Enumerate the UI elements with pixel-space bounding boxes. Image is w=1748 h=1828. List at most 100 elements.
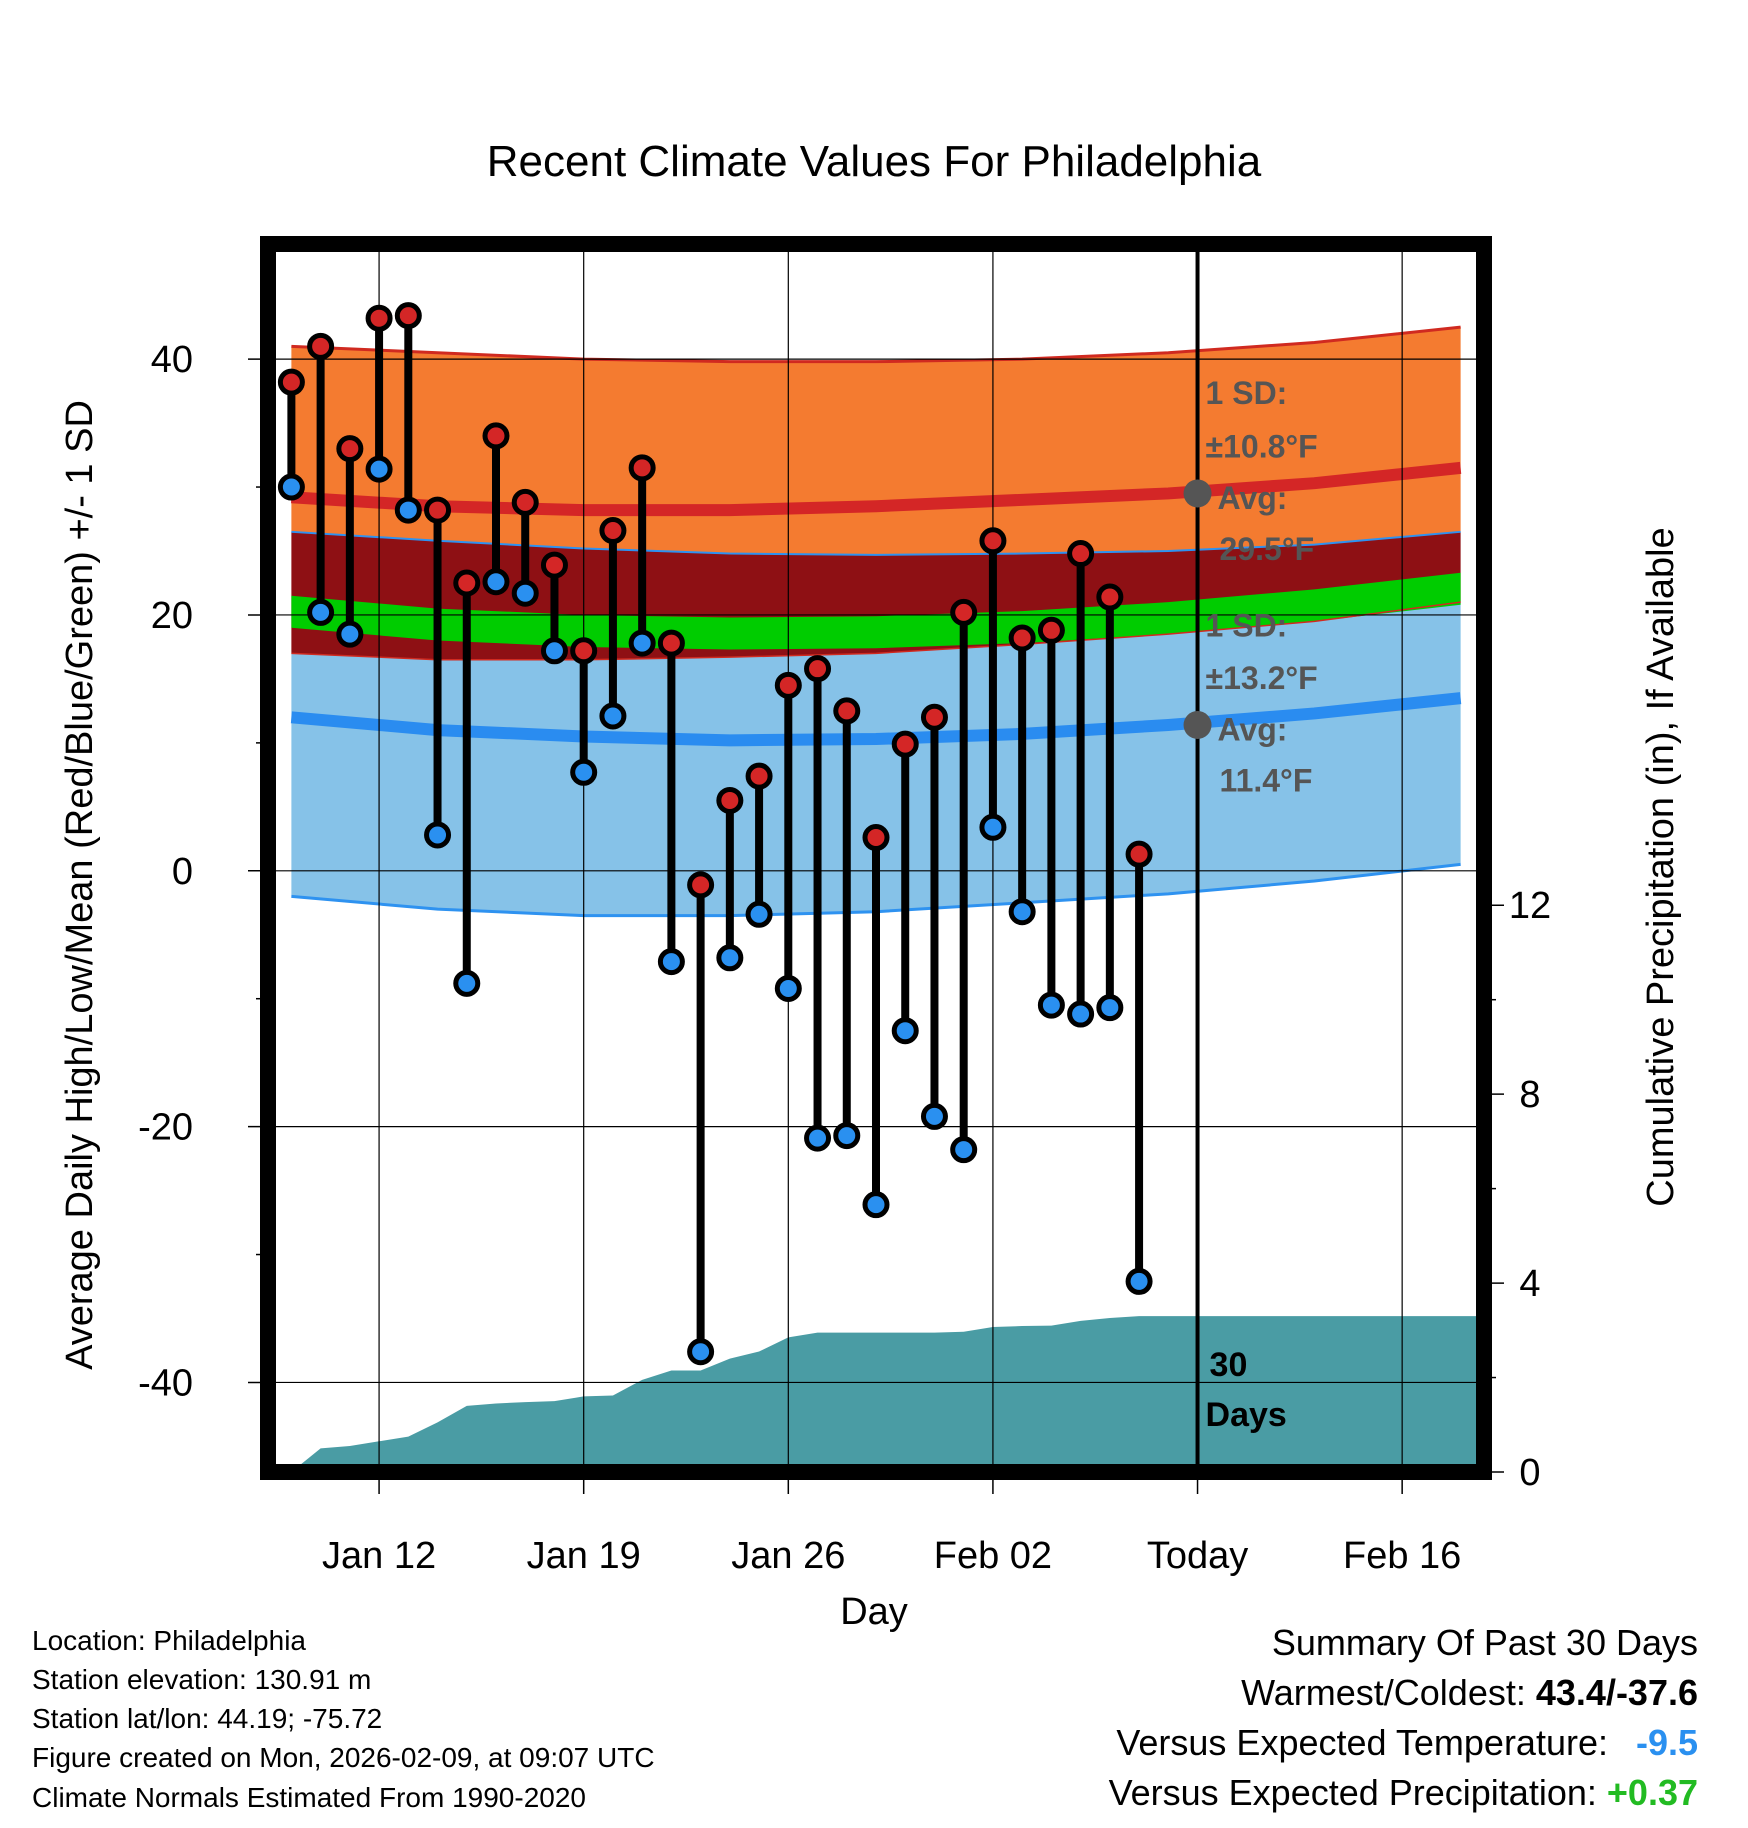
x-tick-label: Jan 26 — [731, 1535, 845, 1577]
summary-warmest-label: Warmest/Coldest: — [1241, 1672, 1526, 1713]
y-axis-label: Average Daily High/Low/Mean (Red/Blue/Gr… — [59, 400, 101, 1370]
high-temperature-point — [657, 629, 685, 657]
low-temperature-point — [599, 702, 627, 730]
low-temperature-point — [1096, 994, 1124, 1022]
low-temperature-point — [804, 1124, 832, 1152]
y-tick-label: 40 — [151, 339, 193, 381]
y-right-tick-label: 12 — [1509, 885, 1551, 927]
high-temperature-point — [687, 871, 715, 899]
x-tick-label: Feb 02 — [934, 1535, 1052, 1577]
days-word: Days — [1206, 1396, 1287, 1434]
footer-location: Location: Philadelphia — [32, 1625, 306, 1656]
x-tick-label: Today — [1147, 1535, 1248, 1577]
high-average-today-marker — [1183, 479, 1212, 508]
high-temperature-point — [862, 824, 890, 852]
low-temperature-point — [891, 1017, 919, 1045]
low-temperature-point — [540, 637, 568, 665]
high-temperature-point — [1037, 616, 1065, 644]
low-temperature-point — [482, 568, 510, 596]
low-temperature-point — [1037, 991, 1065, 1019]
low-temperature-point — [833, 1122, 861, 1150]
high-avg-label: Avg: — [1218, 480, 1288, 516]
high-temperature-point — [950, 598, 978, 626]
high-temperature-point — [774, 671, 802, 699]
low-temperature-point — [424, 821, 452, 849]
footer-created: Figure created on Mon, 2026-02-09, at 09… — [32, 1742, 655, 1773]
footer-normals: Climate Normals Estimated From 1990-2020 — [32, 1782, 586, 1813]
summary-temp-row: Versus Expected Temperature: -9.5 — [1116, 1722, 1698, 1764]
low-sd-value: ±13.2°F — [1206, 660, 1318, 696]
high-temperature-point — [1008, 624, 1036, 652]
summary-temp-label: Versus Expected Temperature: — [1116, 1722, 1608, 1763]
y-right-tick-label: 4 — [1519, 1263, 1540, 1305]
high-temperature-point — [336, 435, 364, 463]
days-number: 30 — [1210, 1346, 1248, 1384]
high-temperature-point — [482, 422, 510, 450]
y-tick-label: -20 — [138, 1107, 193, 1149]
high-sd-value: ±10.8°F — [1206, 429, 1318, 465]
high-temperature-point — [570, 637, 598, 665]
chart-title: Recent Climate Values For Philadelphia — [487, 137, 1262, 186]
summary-warmest-row: Warmest/Coldest: 43.4/-37.6 — [1241, 1672, 1698, 1714]
high-temperature-point — [540, 551, 568, 579]
low-average-line — [290, 692, 1462, 747]
low-temperature-point — [774, 974, 802, 1002]
low-temperature-point — [336, 620, 364, 648]
high-avg-value: 29.5°F — [1220, 531, 1315, 567]
footer-elevation: Station elevation: 130.91 m — [32, 1664, 372, 1695]
low-temperature-point — [920, 1102, 948, 1130]
high-temperature-point — [920, 703, 948, 731]
high-upper-edge — [291, 325, 1461, 364]
plot-clipped-group: 1 SD: ±10.8°F Avg: 29.5°F 1 SD: ±13.2°F Avg: 11… — [268, 244, 1484, 1472]
y-axis-right-label: Cumulative Precipitation (in), If Availa… — [1640, 527, 1682, 1206]
low-temperature-point — [1008, 898, 1036, 926]
y-right-tick-label: 8 — [1519, 1074, 1540, 1116]
low-temperature-point — [687, 1338, 715, 1366]
y-tick-label: -40 — [138, 1362, 193, 1404]
summary-title: Summary Of Past 30 Days — [1271, 1622, 1698, 1663]
plot-frame — [260, 236, 1492, 1480]
high-lower-edge — [291, 530, 1461, 556]
footer-latlon: Station lat/lon: 44.19; -75.72 — [32, 1703, 383, 1734]
high-temperature-point — [745, 762, 773, 790]
high-temperature-point — [804, 655, 832, 683]
summary-warmest-value: 43.4/-37.6 — [1535, 1672, 1698, 1713]
summary-precip-row: Versus Expected Precipitation: +0.37 — [1109, 1772, 1698, 1814]
high-temperature-point — [716, 786, 744, 814]
summary-precip-label: Versus Expected Precipitation: — [1108, 1772, 1597, 1813]
high-temperature-point — [1067, 540, 1095, 568]
precipitation-area — [291, 1316, 1484, 1472]
low-temperature-point — [745, 900, 773, 928]
low-temperature-point — [979, 813, 1007, 841]
low-sd-label: 1 SD: — [1206, 608, 1288, 644]
low-temperature-point — [716, 944, 744, 972]
x-axis-label: Day — [840, 1591, 908, 1633]
x-tick-label: Jan 19 — [527, 1535, 641, 1577]
low-upper-edge — [291, 601, 1461, 661]
x-tick-label: Jan 12 — [322, 1535, 436, 1577]
high-temperature-point — [833, 697, 861, 725]
high-temperature-point — [307, 332, 335, 360]
y-tick-label: 0 — [172, 851, 193, 893]
high-temperature-point — [1125, 840, 1153, 868]
low-average-today-marker — [1183, 710, 1212, 739]
high-temperature-point — [511, 488, 539, 516]
low-temperature-point — [453, 969, 481, 997]
low-avg-label: Avg: — [1218, 711, 1288, 747]
low-temperature-point — [307, 598, 335, 626]
high-temperature-point — [628, 454, 656, 482]
low-temperature-point — [1125, 1267, 1153, 1295]
high-sd-label: 1 SD: — [1206, 375, 1288, 411]
plot-area: 1 SD: ±10.8°F Avg: 29.5°F 1 SD: ±13.2°F Avg: 11… — [138, 236, 1551, 1577]
high-temperature-point — [453, 569, 481, 597]
low-temperature-point — [277, 473, 305, 501]
high-temperature-point — [394, 302, 422, 330]
y-right-tick-label: 0 — [1519, 1452, 1540, 1494]
low-temperature-point — [657, 948, 685, 976]
low-avg-value: 11.4°F — [1220, 762, 1313, 798]
low-temperature-point — [862, 1191, 890, 1219]
high-temperature-point — [979, 527, 1007, 555]
low-temperature-point — [570, 758, 598, 786]
summary-precip-value: +0.37 — [1606, 1772, 1698, 1813]
